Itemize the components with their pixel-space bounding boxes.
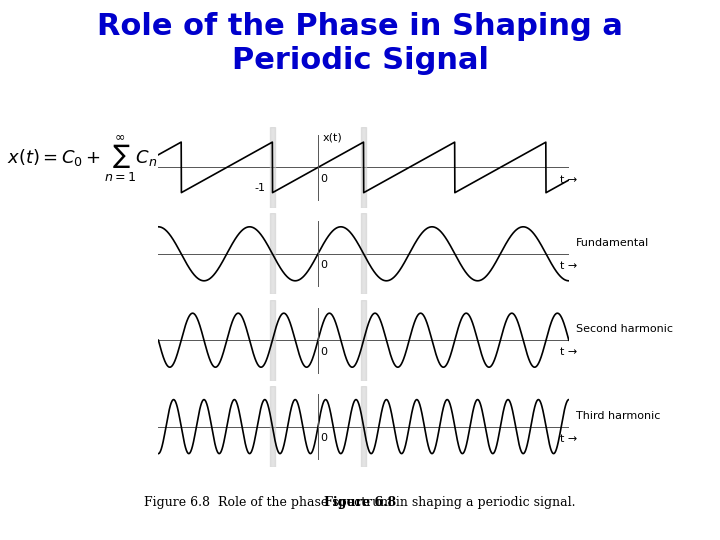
Text: t →: t → [559, 261, 577, 271]
Text: Figure 6.8  Role of the phase spectrum in shaping a periodic signal.: Figure 6.8 Role of the phase spectrum in… [144, 496, 576, 509]
Text: 0: 0 [320, 174, 328, 184]
Text: Figure 6.8: Figure 6.8 [324, 496, 396, 509]
Text: t →: t → [559, 434, 577, 444]
Bar [270, 127, 275, 208]
Text: t →: t → [559, 174, 577, 185]
Bar [270, 300, 275, 381]
Bar [361, 386, 366, 467]
Bar [270, 213, 275, 294]
Text: 0: 0 [320, 347, 328, 357]
Bar [361, 213, 366, 294]
Text: 0: 0 [320, 260, 328, 271]
Text: Role of the Phase in Shaping a
Periodic Signal: Role of the Phase in Shaping a Periodic … [97, 12, 623, 75]
Bar [361, 300, 366, 381]
Text: t →: t → [559, 347, 577, 357]
Bar [270, 386, 275, 467]
Bar [361, 127, 366, 208]
Text: 0: 0 [320, 433, 328, 443]
Text: -1: -1 [255, 183, 266, 193]
Text: Fundamental: Fundamental [576, 238, 649, 248]
Text: $x(t)= C_0 + \sum_{n=1}^{\infty} C_n \cos(2\pi n f_0 t + \theta_n)$: $x(t)= C_0 + \sum_{n=1}^{\infty} C_n \co… [7, 134, 300, 184]
Text: x(t): x(t) [323, 133, 342, 143]
Text: Second harmonic: Second harmonic [576, 325, 673, 334]
Text: Third harmonic: Third harmonic [576, 411, 660, 421]
